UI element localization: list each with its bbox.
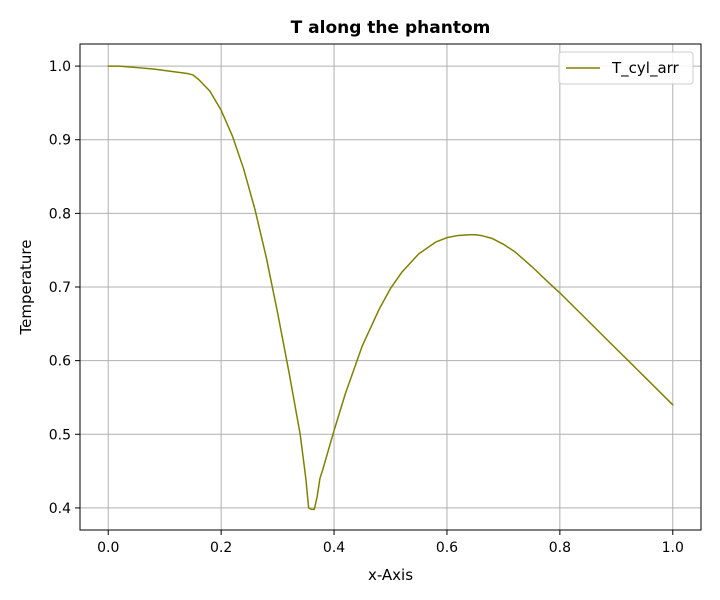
y-tick-label: 0.5 <box>49 427 71 443</box>
x-axis-ticks: 0.0 0.2 0.4 0.6 0.8 1.0 <box>97 530 684 556</box>
y-tick-label: 0.6 <box>49 354 71 370</box>
y-tick-label: 0.9 <box>49 133 71 149</box>
x-tick-label: 0.4 <box>323 540 345 556</box>
y-tick-label: 0.8 <box>49 206 71 222</box>
y-tick-label: 1.0 <box>49 59 71 75</box>
x-tick-label: 0.0 <box>97 540 119 556</box>
legend: T_cyl_arr <box>558 51 694 85</box>
x-tick-label: 1.0 <box>662 540 684 556</box>
grid-lines <box>80 44 701 530</box>
x-axis-label: x-Axis <box>368 566 413 584</box>
legend-box <box>558 51 694 85</box>
y-axis-ticks: 0.4 0.5 0.6 0.7 0.8 0.9 1.0 <box>49 59 80 517</box>
series-line-t-cyl-arr <box>107 65 674 511</box>
legend-label: T_cyl_arr <box>611 59 680 78</box>
y-tick-label: 0.7 <box>49 280 71 296</box>
x-tick-label: 0.8 <box>549 540 571 556</box>
x-tick-label: 0.6 <box>436 540 458 556</box>
x-tick-label: 0.2 <box>210 540 232 556</box>
y-tick-label: 0.4 <box>49 501 71 517</box>
y-axis-label: Temperature <box>17 239 35 335</box>
chart-title: T along the phantom <box>291 18 491 38</box>
